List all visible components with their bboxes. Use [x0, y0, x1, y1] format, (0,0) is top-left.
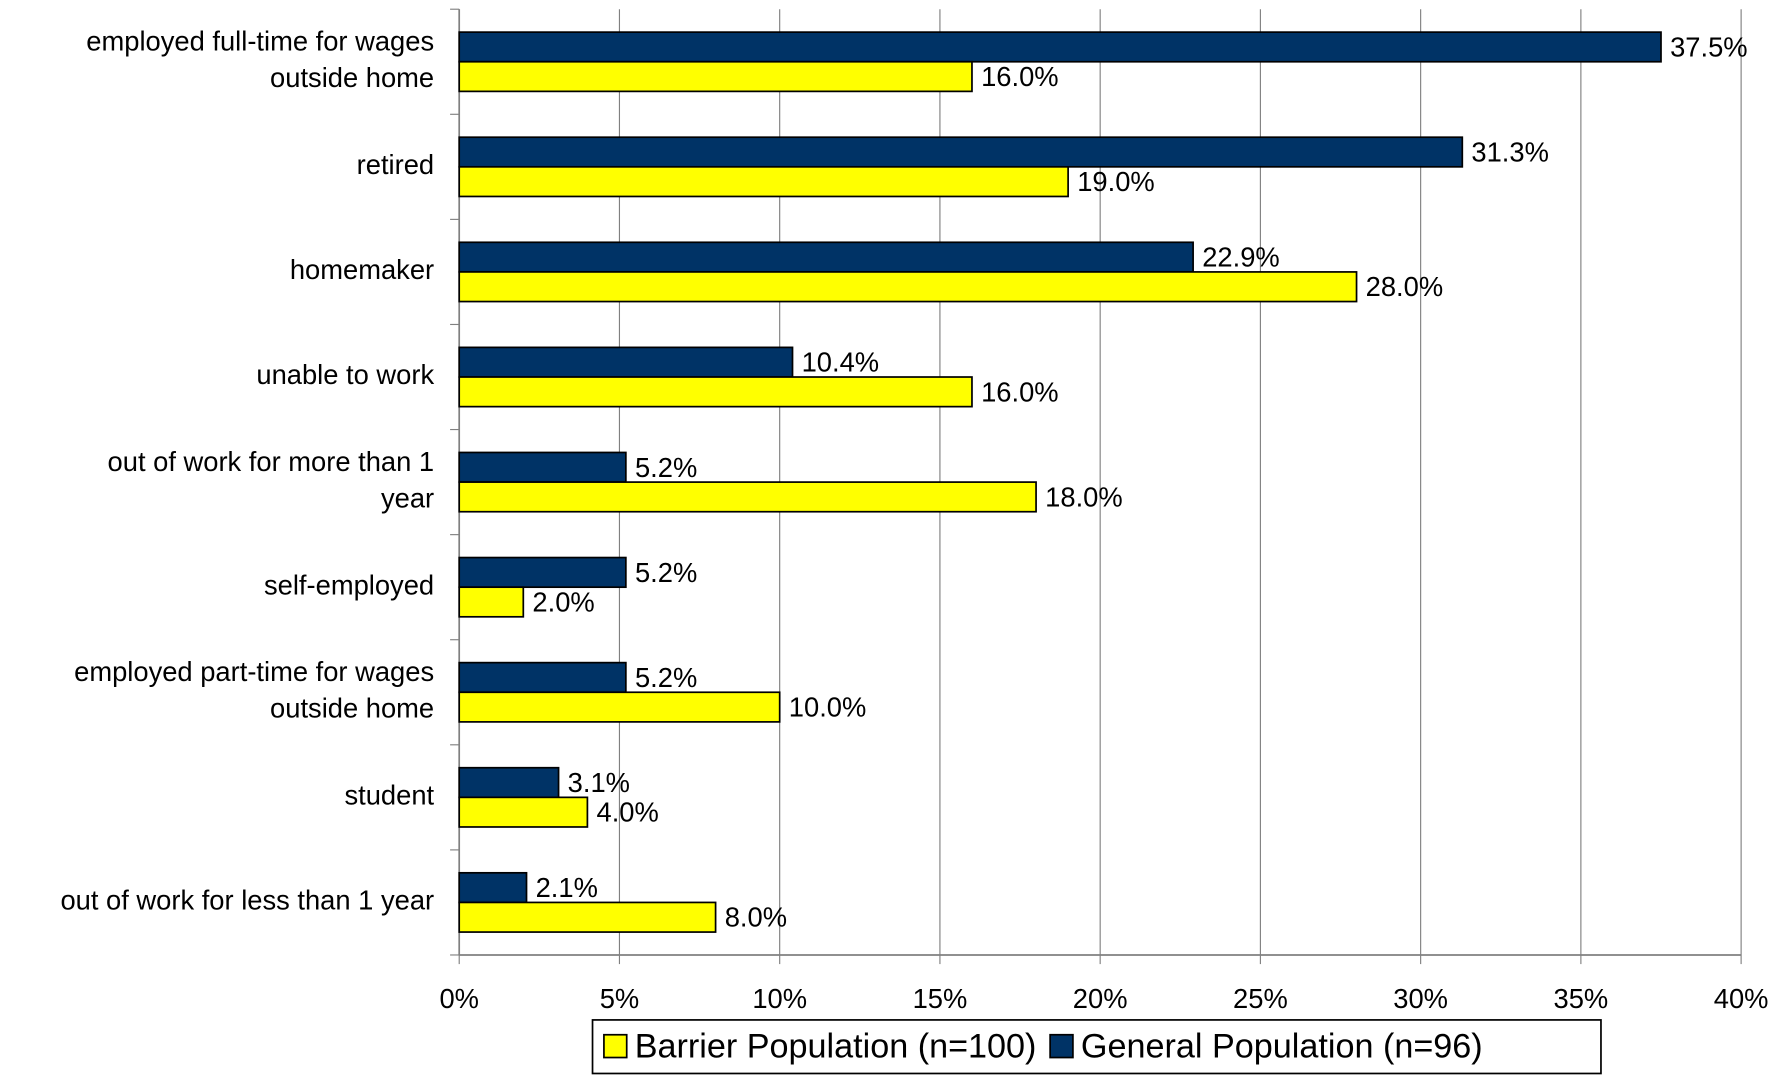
legend-box	[591, 1019, 1602, 1075]
data-label: 8.0%	[725, 902, 787, 933]
y-tick-label: self-employed	[264, 569, 434, 600]
y-tick-label: employed part-time for wages outside home	[74, 656, 434, 723]
data-label: 31.3%	[1471, 137, 1549, 168]
data-label: 19.0%	[1077, 166, 1155, 197]
y-tick-label: out of work for more than 1 year	[108, 446, 435, 513]
data-label: 10.4%	[802, 347, 880, 378]
data-label: 28.0%	[1366, 271, 1444, 302]
bar	[458, 871, 528, 904]
bar	[458, 60, 973, 93]
y-tick-label: student	[344, 780, 434, 811]
y-tick-label: retired	[357, 149, 434, 180]
x-tick-label: 20%	[1073, 983, 1128, 1014]
data-label: 5.2%	[635, 452, 697, 483]
bar	[458, 241, 1194, 273]
data-label: 22.9%	[1202, 242, 1280, 273]
bar	[458, 586, 525, 618]
bar	[458, 661, 627, 694]
y-tick-label: out of work for less than 1 year	[60, 885, 434, 916]
bar	[458, 346, 794, 378]
data-label: 5.2%	[635, 662, 697, 693]
data-label: 2.0%	[532, 586, 594, 617]
x-tick-label: 15%	[913, 983, 968, 1014]
y-tick-label: homemaker	[290, 254, 434, 285]
x-tick-label: 25%	[1233, 983, 1288, 1014]
bar	[458, 766, 560, 799]
bar	[458, 901, 717, 933]
data-label: 18.0%	[1045, 481, 1123, 512]
x-tick-label: 10%	[752, 983, 807, 1014]
legend-swatch	[603, 1033, 628, 1059]
data-label: 2.1%	[536, 872, 598, 903]
bar	[458, 556, 627, 589]
data-label: 5.2%	[635, 557, 697, 588]
bar	[458, 165, 1069, 198]
legend-label: Barrier Population (n=100)	[635, 1027, 1037, 1065]
bar	[458, 691, 781, 723]
x-tick-label: 0%	[439, 983, 479, 1014]
x-tick-label: 35%	[1554, 983, 1609, 1014]
bar	[458, 796, 589, 828]
y-tick-label: unable to work	[256, 359, 434, 390]
bar	[458, 481, 1037, 513]
x-tick-label: 40%	[1714, 983, 1769, 1014]
bar	[458, 31, 1662, 63]
bar	[458, 271, 1358, 303]
data-label: 16.0%	[981, 61, 1058, 92]
legend-swatch	[1049, 1033, 1074, 1059]
bar	[458, 136, 1464, 168]
data-label: 3.1%	[568, 767, 630, 798]
bar	[458, 451, 627, 483]
x-tick-label: 5%	[600, 983, 640, 1014]
y-tick-label: employed full-time for wages outside home	[86, 26, 434, 93]
x-tick-label: 30%	[1393, 983, 1448, 1014]
data-label: 4.0%	[597, 797, 659, 828]
legend-label: General Population (n=96)	[1081, 1027, 1483, 1065]
data-label: 10.0%	[789, 692, 867, 723]
data-label: 37.5%	[1670, 31, 1748, 62]
bar	[458, 376, 973, 408]
data-label: 16.0%	[981, 376, 1058, 407]
